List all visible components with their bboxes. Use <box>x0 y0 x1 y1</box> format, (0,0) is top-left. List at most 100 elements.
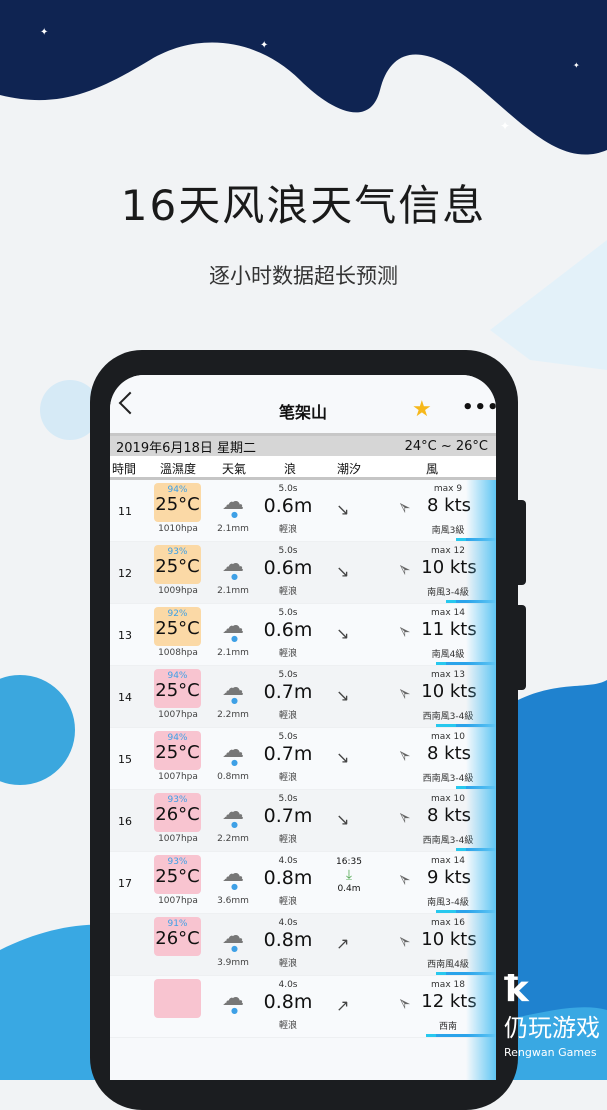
table-row[interactable]: 17 93% 25°C 1007hpa ☁ ● 3.6mm 4.0s 0.8m 輕浪… <box>110 852 496 914</box>
tide-height: 0.4m <box>337 884 361 894</box>
wave-height: 0.6m <box>263 619 313 641</box>
temperature: 25°C <box>155 742 200 763</box>
rainfall: 2.2mm <box>217 710 249 720</box>
temperature: 25°C <box>155 494 200 515</box>
col-temp-humidity: 溫濕度 <box>160 462 197 476</box>
table-row[interactable]: 15 94% 25°C 1007hpa ☁ ● 0.8mm 5.0s 0.7m 輕浪… <box>110 728 496 790</box>
wind-gradient <box>466 480 496 1080</box>
wind-max: max 13 <box>431 670 465 680</box>
pressure: 1007hpa <box>158 896 198 906</box>
svg-text:✦: ✦ <box>260 40 268 51</box>
wave-height: 0.6m <box>263 495 313 517</box>
col-wind: 風 <box>426 462 439 476</box>
table-row[interactable]: ☁ ● 4.0s 0.8m 輕浪 ↗ ➢ max 18 12 kts 西南 <box>110 976 496 1038</box>
wind-desc: 西南風3-4級 <box>422 774 474 784</box>
phone-side-button <box>516 605 526 690</box>
rain-cloud-icon: ☁ <box>222 800 244 825</box>
wind-desc: 西南 <box>438 1022 457 1032</box>
date-bar: 2019年6月18日 星期二 24°C ~ 26°C <box>110 433 496 456</box>
raindrop-icon: ● <box>231 510 238 519</box>
wave-height: 0.8m <box>263 991 313 1013</box>
rain-cloud-icon: ☁ <box>222 986 244 1011</box>
wind-speed: 8 kts <box>426 743 472 764</box>
table-row[interactable]: 16 93% 26°C 1007hpa ☁ ● 2.2mm 5.0s 0.7m 輕浪… <box>110 790 496 852</box>
temperature: 25°C <box>155 866 200 887</box>
wave-period: 5.0s <box>278 546 298 556</box>
rainfall: 2.1mm <box>217 586 249 596</box>
low-tide-icon: ⤓ <box>345 867 353 883</box>
humidity: 93% <box>167 547 188 557</box>
promo-headline: 16天风浪天气信息 <box>120 181 487 230</box>
wind-desc: 南風3-4級 <box>427 588 469 598</box>
wind-desc: 南風3級 <box>431 526 465 536</box>
rainfall: 2.1mm <box>217 524 249 534</box>
watermark-logo: ꝁ <box>504 969 529 1010</box>
star-icon[interactable]: ★ <box>412 397 432 422</box>
tide-arrow-icon: ↘ <box>336 686 350 705</box>
rain-cloud-icon: ☁ <box>222 552 244 577</box>
wave-height: 0.7m <box>263 805 313 827</box>
humidity: 94% <box>167 671 188 681</box>
wind-max: max 18 <box>431 980 465 990</box>
wind-max: max 14 <box>431 856 465 866</box>
wave-height: 0.6m <box>263 557 313 579</box>
tide-arrow-icon: ↘ <box>336 748 350 767</box>
hour: 16 <box>118 815 132 828</box>
svg-text:✦: ✦ <box>573 61 580 70</box>
wind-speed: 8 kts <box>426 495 472 516</box>
tide-arrow-icon: ↘ <box>336 624 350 643</box>
table-row[interactable]: 12 93% 25°C 1009hpa ☁ ● 2.1mm 5.0s 0.6m 輕浪… <box>110 542 496 604</box>
wind-max: max 14 <box>431 608 465 618</box>
rainfall: 3.6mm <box>217 896 249 906</box>
wind-speed: 11 kts <box>421 619 477 640</box>
rain-cloud-icon: ☁ <box>222 862 244 887</box>
wave-desc: 輕浪 <box>278 711 297 721</box>
wave-desc: 輕浪 <box>278 587 297 597</box>
wave-desc: 輕浪 <box>278 649 297 659</box>
raindrop-icon: ● <box>231 634 238 643</box>
wind-direction-icon: ➢ <box>392 682 416 705</box>
tide-time: 16:35 <box>336 857 362 867</box>
wind-max: max 12 <box>431 546 465 556</box>
tide-arrow-icon: ↘ <box>336 810 350 829</box>
wind-direction-icon: ➢ <box>392 558 416 581</box>
tide-arrow-icon: ↗ <box>336 996 350 1015</box>
wave-desc: 輕浪 <box>278 773 297 783</box>
wind-direction-icon: ➢ <box>392 744 416 767</box>
humidity: 92% <box>167 609 188 619</box>
table-row[interactable]: 11 94% 25°C 1010hpa ☁ ● 2.1mm 5.0s 0.6m 輕浪… <box>110 480 496 542</box>
raindrop-icon: ● <box>231 1006 238 1015</box>
more-icon[interactable]: ••• <box>462 397 496 418</box>
watermark-name: 仍玩游戏 <box>504 1014 600 1042</box>
table-row[interactable]: 14 94% 25°C 1007hpa ☁ ● 2.2mm 5.0s 0.7m 輕浪… <box>110 666 496 728</box>
wind-direction-icon: ➢ <box>392 930 416 953</box>
svg-text:✦: ✦ <box>40 27 48 38</box>
temp-range: 24°C ~ 26°C <box>404 438 488 454</box>
wave-period: 4.0s <box>278 918 298 928</box>
raindrop-icon: ● <box>231 696 238 705</box>
page-title: 笔架山 <box>278 403 327 422</box>
wind-max: max 10 <box>431 732 465 742</box>
column-headers: 時間 溫濕度 天氣 浪 潮汐 風 <box>110 456 496 480</box>
rain-cloud-icon: ☁ <box>222 614 244 639</box>
rainfall: 2.2mm <box>217 834 249 844</box>
wind-max: max 9 <box>433 484 463 494</box>
rain-cloud-icon: ☁ <box>222 676 244 701</box>
wind-desc: 西南風3-4級 <box>422 836 474 846</box>
nav-bar: 笔架山 ★ ••• <box>110 375 496 433</box>
raindrop-icon: ● <box>231 882 238 891</box>
temp-box: 94% 25°C <box>154 731 201 770</box>
table-row[interactable]: 13 92% 25°C 1008hpa ☁ ● 2.1mm 5.0s 0.6m 輕浪… <box>110 604 496 666</box>
svg-text:✦: ✦ <box>500 119 510 133</box>
wind-max: max 10 <box>431 794 465 804</box>
hour: 17 <box>118 877 132 890</box>
humidity: 91% <box>167 919 188 929</box>
table-row[interactable]: 91% 26°C ☁ ● 3.9mm 4.0s 0.8m 輕浪 ↗ ➢ max 16… <box>110 914 496 976</box>
wave-desc: 輕浪 <box>278 959 297 969</box>
temperature: 25°C <box>155 556 200 577</box>
wave-height: 0.8m <box>263 867 313 889</box>
temp-box: 93% 26°C <box>154 793 201 832</box>
forecast-list[interactable]: 11 94% 25°C 1010hpa ☁ ● 2.1mm 5.0s 0.6m 輕浪… <box>110 480 496 1038</box>
humidity: 94% <box>167 733 188 743</box>
wave-height: 0.7m <box>263 743 313 765</box>
